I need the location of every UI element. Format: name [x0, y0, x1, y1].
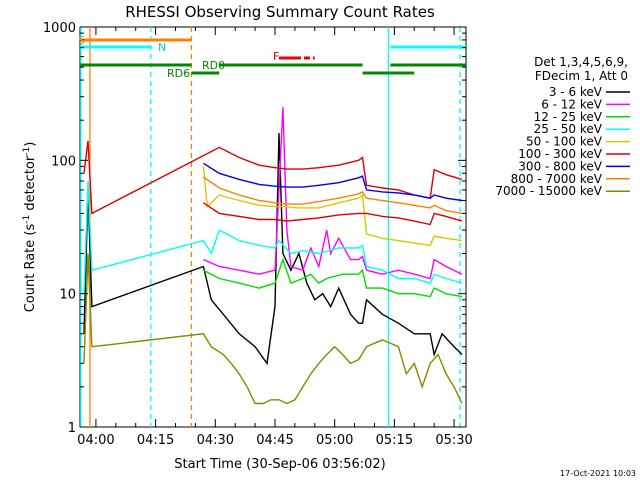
- legend-entry-label-4: 50 - 100 keV: [526, 135, 603, 149]
- plot-area: 1 10 100 1000 04:00 04:15 04:30 04:45 05:00 05:1…: [43, 21, 473, 448]
- y-tick-label-1: 10: [59, 288, 76, 303]
- series-line-0: [83, 133, 463, 366]
- x-tick-label-1: 04:15: [137, 433, 174, 448]
- y-tick-label-3: 1000: [43, 21, 76, 36]
- legend-entry-label-3: 25 - 50 keV: [534, 122, 603, 136]
- x-tick-label-2: 04:30: [197, 433, 234, 448]
- series-line-3: [83, 180, 463, 294]
- flag-label-flare: F: [273, 50, 279, 63]
- legend-entry-label-1: 6 - 12 keV: [541, 97, 603, 111]
- footer-timestamp: 17-Oct-2021 10:03: [560, 469, 636, 478]
- y-axis-ticks: 1 10 100 1000: [43, 21, 466, 436]
- series-group: [83, 107, 463, 405]
- series-line-9: [203, 202, 463, 226]
- legend-entry-label-0: 3 - 6 keV: [549, 85, 603, 99]
- x-axis-ticks: 04:00 04:15 04:30 04:45 05:00 05:15 05:30: [77, 27, 473, 448]
- flag-label-rd0: RD0: [202, 59, 225, 72]
- legend-entry-label-5: 100 - 300 keV: [518, 147, 602, 161]
- series-line-6: [203, 162, 463, 202]
- flag-label-saa: S: [78, 34, 85, 47]
- y-axis-label: Count Rate (s-1 detector-1): [22, 142, 38, 313]
- x-tick-label-6: 05:30: [435, 433, 472, 448]
- x-tick-label-4: 05:00: [316, 433, 353, 448]
- x-tick-label-5: 05:15: [376, 433, 413, 448]
- series-line-1: [203, 107, 463, 280]
- chart-title: RHESSI Observing Summary Count Rates: [125, 3, 435, 21]
- legend-entry-label-7: 800 - 7000 keV: [511, 172, 603, 186]
- legend-entry-label-6: 300 - 800 keV: [518, 159, 602, 173]
- x-axis-label: Start Time (30-Sep-06 03:56:02): [174, 457, 385, 472]
- y-tick-label-0: 1: [68, 421, 76, 436]
- plot-frame: [79, 26, 467, 428]
- legend-entry-label-8: 7000 - 15000 keV: [495, 184, 602, 198]
- flag-label-rd6: RD6: [167, 67, 190, 80]
- series-line-2: [203, 257, 463, 298]
- legend: Det 1,3,4,5,6,9, FDecim 1, Att 0 3 - 6 k…: [495, 55, 630, 198]
- flag-bars: [80, 38, 466, 75]
- y-tick-label-2: 100: [51, 154, 76, 169]
- flag-label-night: N: [158, 41, 166, 54]
- legend-header-2: FDecim 1, Att 0: [535, 69, 628, 83]
- series-line-8: [83, 253, 463, 405]
- x-tick-label-3: 04:45: [256, 433, 293, 448]
- x-tick-label-0: 04:00: [77, 433, 114, 448]
- series-line-7: [203, 176, 463, 215]
- legend-entry-label-2: 12 - 25 keV: [534, 110, 603, 124]
- legend-header-1: Det 1,3,4,5,6,9,: [534, 55, 628, 69]
- vertical-markers: [80, 27, 461, 427]
- series-line-4: [202, 166, 463, 247]
